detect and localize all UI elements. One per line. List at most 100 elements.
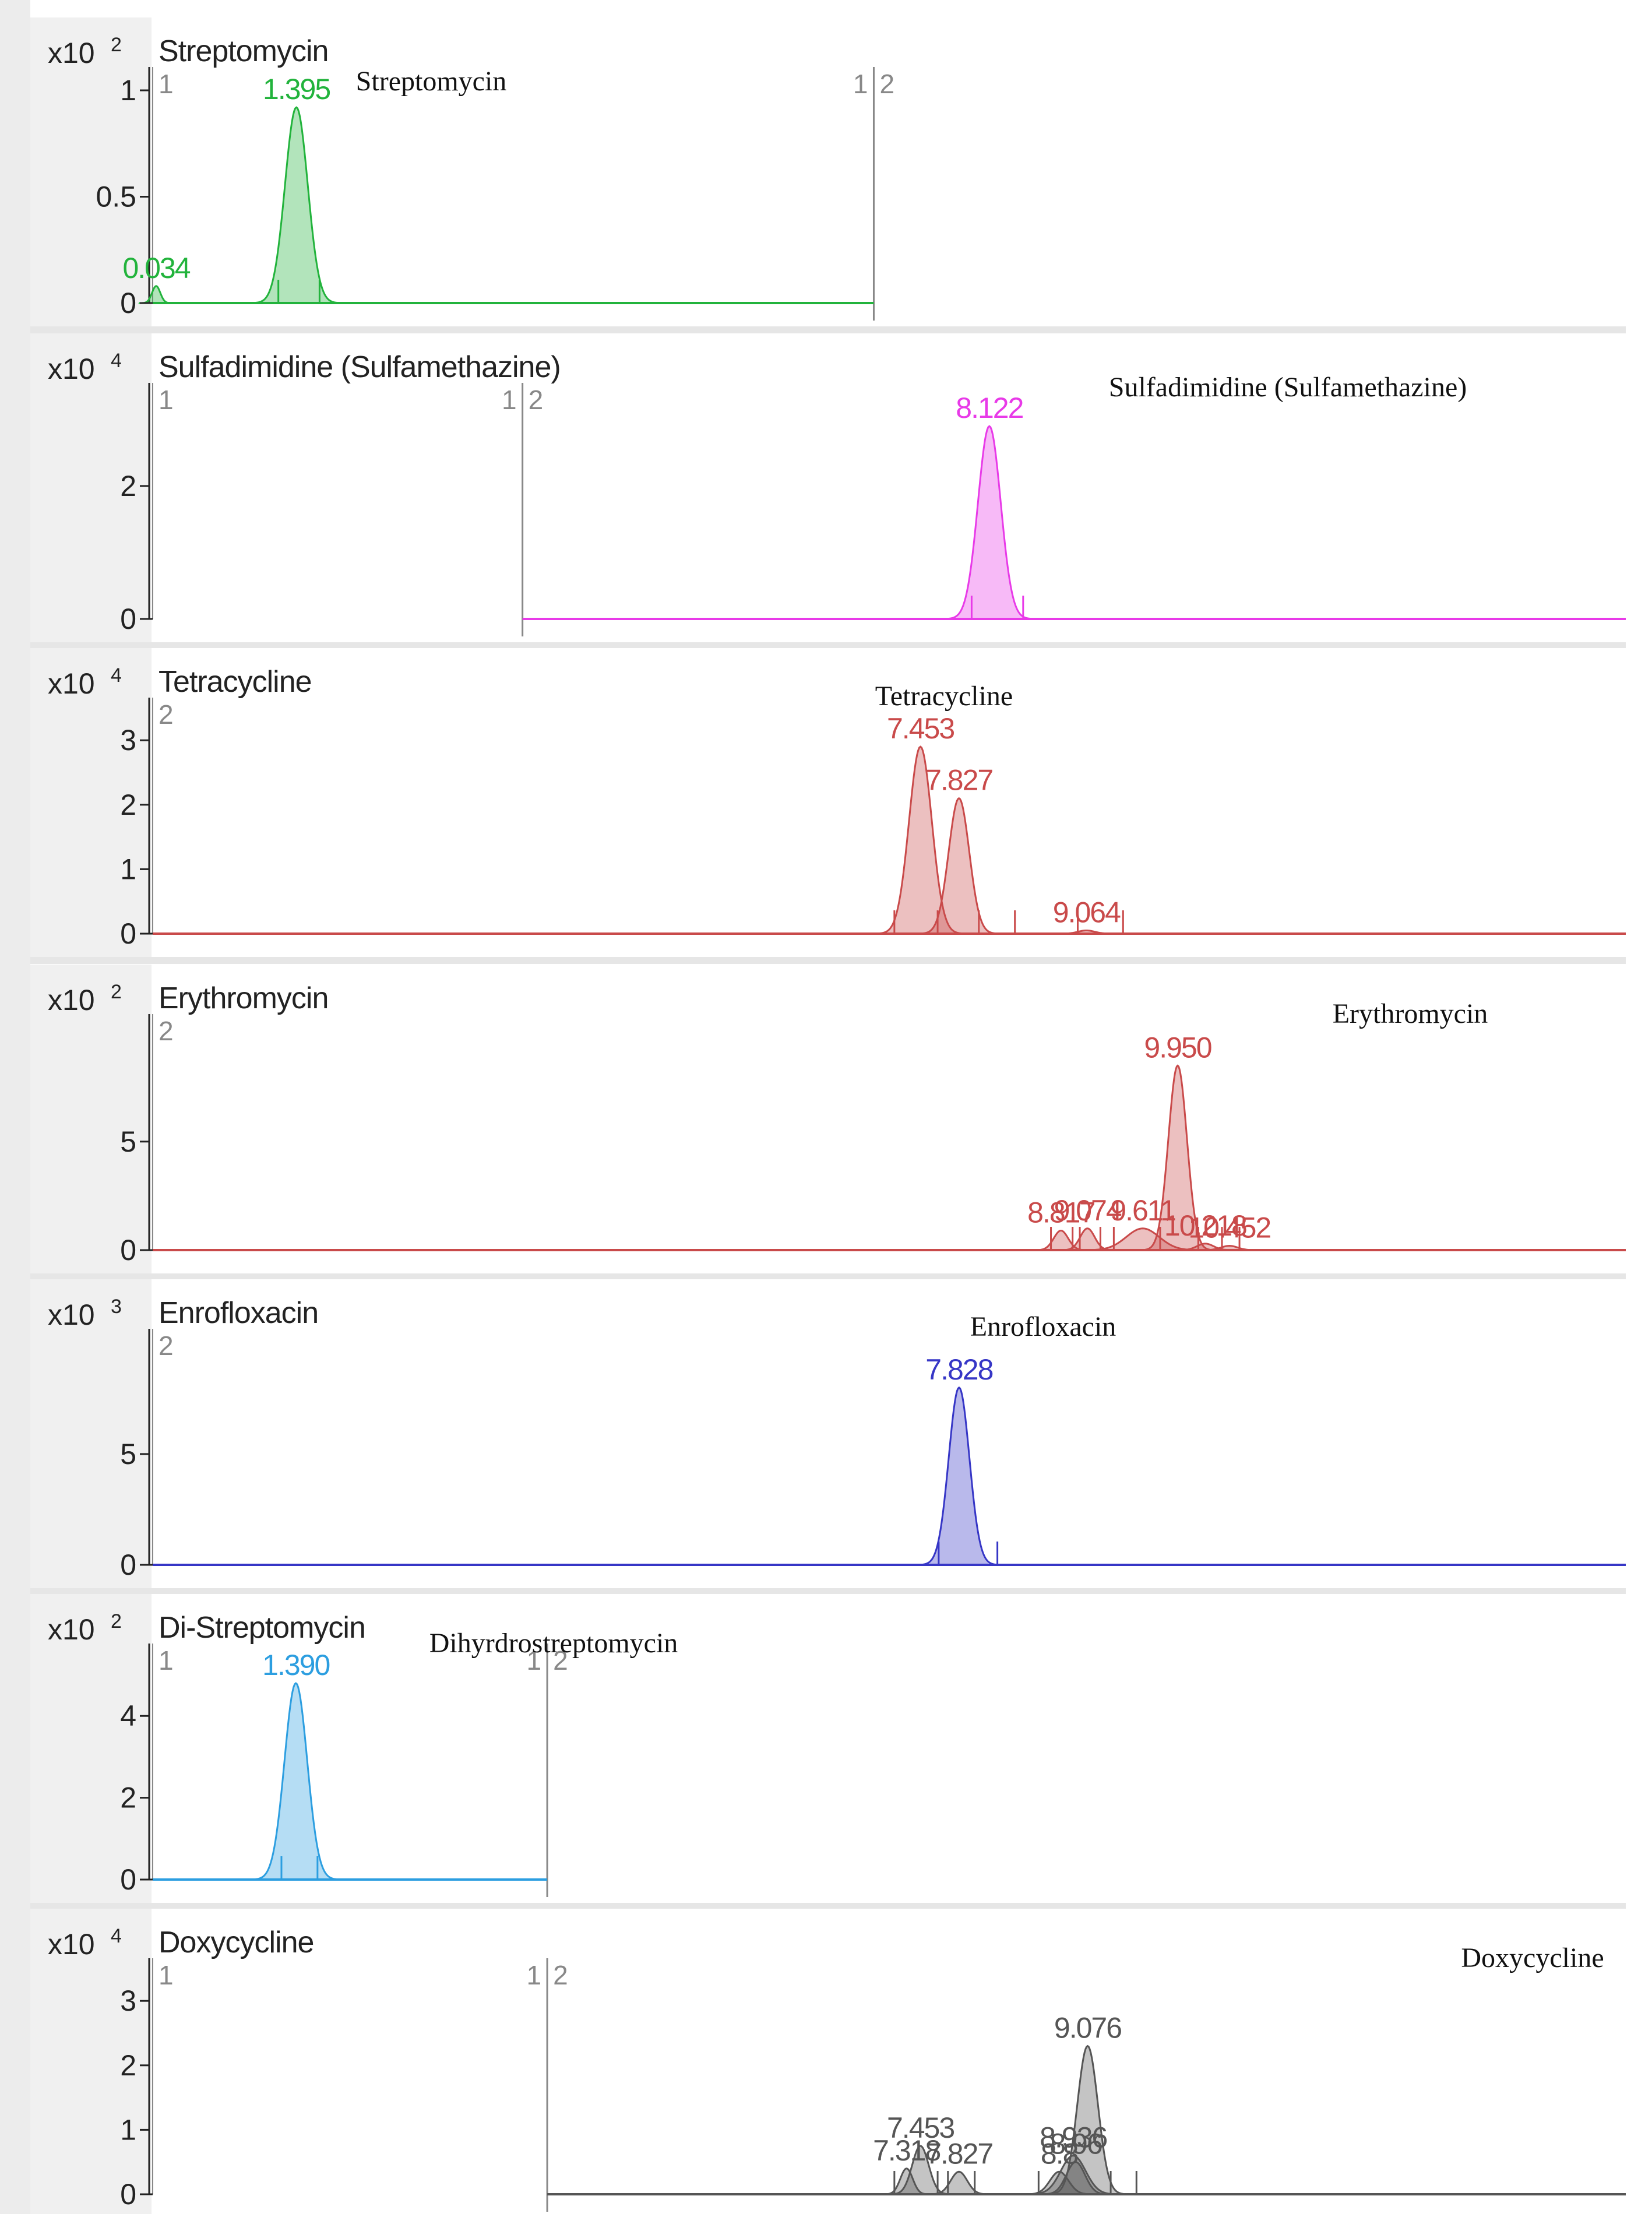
panel-2: x10 4 Sulfadimidine (Sulfamethazine)021 1 2 8… xyxy=(30,333,1626,649)
peak-rt-label: 7.827 xyxy=(925,764,992,797)
peak-rt-label: 8.96 xyxy=(1049,2128,1102,2160)
peak-rt-label: 7.318 xyxy=(873,2134,940,2167)
y-tick-label: 2 xyxy=(120,470,136,502)
segment-start-label: 2 xyxy=(158,1016,174,1046)
compound-annotation: Doxycycline xyxy=(1461,1942,1604,1973)
compound-annotation: Dihyrdrostreptomycin xyxy=(429,1628,678,1659)
axis-gutter-bg xyxy=(30,648,153,957)
panel-separator xyxy=(30,1903,1626,1910)
y-scale-exponent: 2 xyxy=(111,1610,122,1632)
compound-annotation: Streptomycin xyxy=(356,66,507,97)
segment-end-label: 1 xyxy=(853,69,868,99)
axis-gutter-bg xyxy=(30,333,153,642)
compound-annotation: Enrofloxacin xyxy=(970,1311,1116,1342)
peak-shape xyxy=(1053,929,1119,935)
y-scale-exponent: 4 xyxy=(111,1925,122,1947)
y-tick-label: 0 xyxy=(120,1234,136,1266)
y-tick-label: 1 xyxy=(120,853,136,885)
y-tick-label: 5 xyxy=(120,1438,136,1470)
y-tick-label: 0 xyxy=(120,917,136,950)
segment-start-label: 1 xyxy=(158,385,174,415)
y-scale-exponent: 4 xyxy=(111,664,122,687)
peak-rt-label: 8.122 xyxy=(956,392,1023,424)
compound-annotation: Sulfadimidine (Sulfamethazine) xyxy=(1109,372,1467,403)
peak-shape xyxy=(874,745,967,935)
y-scale-exponent: 3 xyxy=(111,1296,122,1318)
panel-separator xyxy=(30,1273,1626,1280)
y-scale-exponent: 2 xyxy=(111,981,122,1003)
axis-gutter-bg xyxy=(30,1279,153,1588)
y-tick-label: 2 xyxy=(120,1782,136,1814)
segment-start-label: 1 xyxy=(158,1960,174,1990)
plot-area-bg xyxy=(152,1909,1626,2217)
peak-shape xyxy=(943,425,1036,620)
y-tick-label: 1 xyxy=(120,2113,136,2146)
y-tick-label: 3 xyxy=(120,724,136,756)
peak-rt-label: 1.390 xyxy=(262,1649,329,1681)
peak-rt-label: 9.076 xyxy=(1054,2012,1121,2044)
y-scale-label: x10 xyxy=(48,353,95,385)
peak-rt-label: 10.452 xyxy=(1188,1212,1270,1244)
panel-separator xyxy=(30,957,1626,964)
segment-start-label: 2 xyxy=(553,1960,568,1990)
y-tick-label: 0 xyxy=(120,1863,136,1896)
peak-rt-label: 7.828 xyxy=(925,1353,992,1386)
compound-title: Streptomycin xyxy=(158,34,328,68)
peak-rt-label: 9.611 xyxy=(1110,1194,1175,1227)
segment-start-label: 1 xyxy=(158,69,174,99)
segment-end-label: 1 xyxy=(502,385,517,415)
y-tick-label: 2 xyxy=(120,789,136,821)
peak-shape xyxy=(925,2170,993,2195)
plot-area-bg xyxy=(152,965,1626,1273)
y-tick-label: 0 xyxy=(120,287,136,319)
y-tick-label: 5 xyxy=(120,1125,136,1158)
y-scale-exponent: 4 xyxy=(111,350,122,372)
compound-title: Tetracycline xyxy=(158,665,312,699)
y-tick-label: 3 xyxy=(120,1984,136,2017)
y-tick-label: 2 xyxy=(120,2049,136,2082)
peak-shape xyxy=(917,797,1001,935)
plot-area-bg xyxy=(152,1279,1626,1588)
peak-shape xyxy=(1139,1064,1216,1251)
peak-rt-label: 0.034 xyxy=(122,252,190,284)
peak-rt-label: 9.064 xyxy=(1053,896,1121,928)
compound-title: Doxycycline xyxy=(158,1926,314,1959)
peak-rt-label: 7.453 xyxy=(887,2112,954,2144)
segment-start-label: 1 xyxy=(158,1645,174,1676)
panel-5: x10 3 Enrofloxacin 0 5 2 7.828 Enrofloxacin xyxy=(30,1279,1626,1595)
segment-end-label: 1 xyxy=(526,1645,541,1676)
panel-4: x10 2 Erythromycin0528.8179.0749.6119.9501… xyxy=(30,965,1626,1280)
plot-area-bg xyxy=(152,1594,1626,1903)
y-scale-exponent: 2 xyxy=(111,34,122,56)
plot-area-bg xyxy=(152,17,1626,326)
peak-shape xyxy=(1196,1245,1263,1251)
peak-shape xyxy=(917,1386,1002,1566)
y-scale-label: x10 xyxy=(48,984,95,1016)
axis-gutter-bg xyxy=(30,1594,153,1903)
y-tick-label: 1 xyxy=(120,74,136,107)
y-scale-label: x10 xyxy=(48,1928,95,1961)
segment-start-label: 2 xyxy=(158,1331,174,1361)
y-scale-label: x10 xyxy=(48,37,95,69)
right-margin xyxy=(1626,0,1652,2214)
panel-separator xyxy=(30,642,1626,649)
y-tick-label: 0 xyxy=(120,1549,136,1581)
peak-shape xyxy=(886,2145,954,2195)
y-scale-label: x10 xyxy=(48,667,95,700)
axis-gutter-bg xyxy=(30,17,153,326)
peak-shape xyxy=(249,1682,343,1881)
segment-start-label: 2 xyxy=(529,385,544,415)
y-scale-label: x10 xyxy=(48,1613,95,1646)
peak-rt-label: 1.395 xyxy=(263,73,330,105)
compound-title: Enrofloxacin xyxy=(158,1296,318,1330)
plot-area-bg xyxy=(152,648,1626,957)
compound-title: Sulfadimidine (Sulfamethazine) xyxy=(158,350,561,384)
compound-annotation: Erythromycin xyxy=(1333,998,1488,1029)
panel-separator xyxy=(30,1588,1626,1595)
